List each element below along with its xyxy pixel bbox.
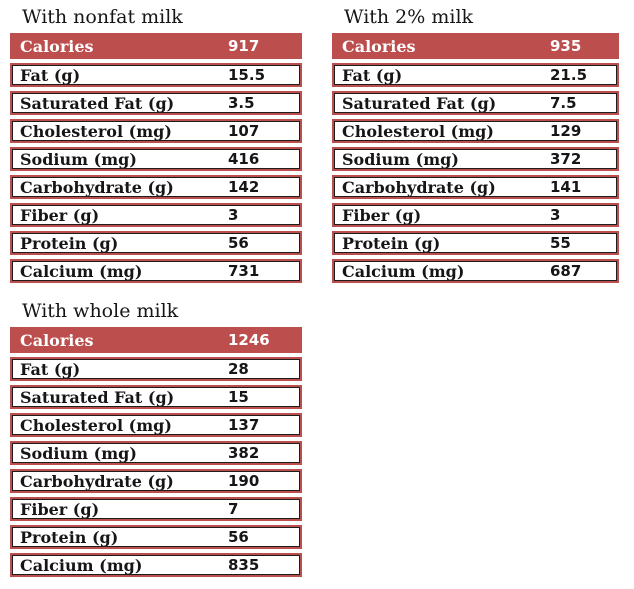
table-title: With 2% milk	[344, 6, 474, 28]
row-label: Calcium (mg)	[20, 261, 143, 281]
table-body: Calories 1246 Fat (g) 28 Saturated Fat (…	[10, 327, 302, 577]
table-row: Calcium (mg) 731	[10, 259, 302, 283]
table-nonfat-milk: With nonfat milk Calories 917 Fat (g) 15…	[10, 6, 302, 287]
row-value: 21.5	[550, 66, 588, 84]
header-value: 935	[550, 37, 582, 55]
row-label: Sodium (mg)	[20, 149, 137, 169]
header-label: Calories	[20, 330, 94, 350]
table-header-row: Calories 1246	[10, 327, 302, 353]
table-row: Fiber (g) 3	[332, 203, 619, 227]
table-row: Fat (g) 28	[10, 357, 302, 381]
row-value: 190	[228, 472, 260, 490]
header-label: Calories	[342, 36, 416, 56]
row-label: Saturated Fat (g)	[20, 93, 175, 113]
table-row: Saturated Fat (g) 15	[10, 385, 302, 409]
row-value: 129	[550, 122, 582, 140]
row-value: 15	[228, 388, 249, 406]
table-row: Calcium (mg) 687	[332, 259, 619, 283]
row-label: Fiber (g)	[20, 205, 100, 225]
row-label: Protein (g)	[342, 233, 441, 253]
table-row: Carbohydrate (g) 142	[10, 175, 302, 199]
table-row: Protein (g) 56	[10, 525, 302, 549]
row-value: 3.5	[228, 94, 255, 112]
table-row: Sodium (mg) 382	[10, 441, 302, 465]
row-value: 56	[228, 234, 249, 252]
row-value: 372	[550, 150, 582, 168]
table-body: Calories 917 Fat (g) 15.5 Saturated Fat …	[10, 33, 302, 283]
row-label: Fat (g)	[20, 359, 81, 379]
table-row: Protein (g) 55	[332, 231, 619, 255]
row-label: Calcium (mg)	[20, 555, 143, 575]
table-2pct-milk: With 2% milk Calories 935 Fat (g) 21.5 S…	[332, 6, 619, 287]
row-value: 15.5	[228, 66, 266, 84]
table-header-row: Calories 917	[10, 33, 302, 59]
table-row: Cholesterol (mg) 107	[10, 119, 302, 143]
table-row: Fat (g) 15.5	[10, 63, 302, 87]
table-row: Cholesterol (mg) 137	[10, 413, 302, 437]
table-row: Fat (g) 21.5	[332, 63, 619, 87]
row-label: Sodium (mg)	[20, 443, 137, 463]
row-value: 141	[550, 178, 582, 196]
table-row: Fiber (g) 3	[10, 203, 302, 227]
row-value: 3	[228, 206, 239, 224]
row-label: Fat (g)	[342, 65, 403, 85]
row-value: 731	[228, 262, 260, 280]
row-label: Carbohydrate (g)	[20, 471, 174, 491]
row-value: 835	[228, 556, 260, 574]
row-label: Cholesterol (mg)	[20, 121, 172, 141]
row-label: Cholesterol (mg)	[20, 415, 172, 435]
row-label: Cholesterol (mg)	[342, 121, 494, 141]
table-row: Saturated Fat (g) 7.5	[332, 91, 619, 115]
row-value: 7	[228, 500, 239, 518]
table-header-row: Calories 935	[332, 33, 619, 59]
row-value: 55	[550, 234, 571, 252]
header-label: Calories	[20, 36, 94, 56]
table-row: Saturated Fat (g) 3.5	[10, 91, 302, 115]
table-row: Calcium (mg) 835	[10, 553, 302, 577]
header-value: 1246	[228, 331, 270, 349]
row-value: 107	[228, 122, 260, 140]
row-label: Fat (g)	[20, 65, 81, 85]
row-label: Carbohydrate (g)	[342, 177, 496, 197]
table-title: With nonfat milk	[22, 6, 183, 28]
row-value: 137	[228, 416, 260, 434]
row-label: Carbohydrate (g)	[20, 177, 174, 197]
table-row: Carbohydrate (g) 190	[10, 469, 302, 493]
row-value: 56	[228, 528, 249, 546]
row-value: 142	[228, 178, 260, 196]
row-label: Fiber (g)	[342, 205, 422, 225]
row-value: 28	[228, 360, 249, 378]
row-label: Sodium (mg)	[342, 149, 459, 169]
row-value: 416	[228, 150, 260, 168]
row-label: Saturated Fat (g)	[342, 93, 497, 113]
table-whole-milk: With whole milk Calories 1246 Fat (g) 28…	[10, 300, 302, 581]
row-label: Saturated Fat (g)	[20, 387, 175, 407]
table-row: Sodium (mg) 372	[332, 147, 619, 171]
row-label: Calcium (mg)	[342, 261, 465, 281]
table-row: Fiber (g) 7	[10, 497, 302, 521]
row-value: 382	[228, 444, 260, 462]
header-value: 917	[228, 37, 260, 55]
table-row: Sodium (mg) 416	[10, 147, 302, 171]
table-body: Calories 935 Fat (g) 21.5 Saturated Fat …	[332, 33, 619, 283]
row-value: 3	[550, 206, 561, 224]
row-label: Fiber (g)	[20, 499, 100, 519]
table-row: Cholesterol (mg) 129	[332, 119, 619, 143]
row-label: Protein (g)	[20, 527, 119, 547]
table-title: With whole milk	[22, 300, 179, 322]
table-row: Carbohydrate (g) 141	[332, 175, 619, 199]
row-value: 687	[550, 262, 582, 280]
row-value: 7.5	[550, 94, 577, 112]
table-row: Protein (g) 56	[10, 231, 302, 255]
row-label: Protein (g)	[20, 233, 119, 253]
